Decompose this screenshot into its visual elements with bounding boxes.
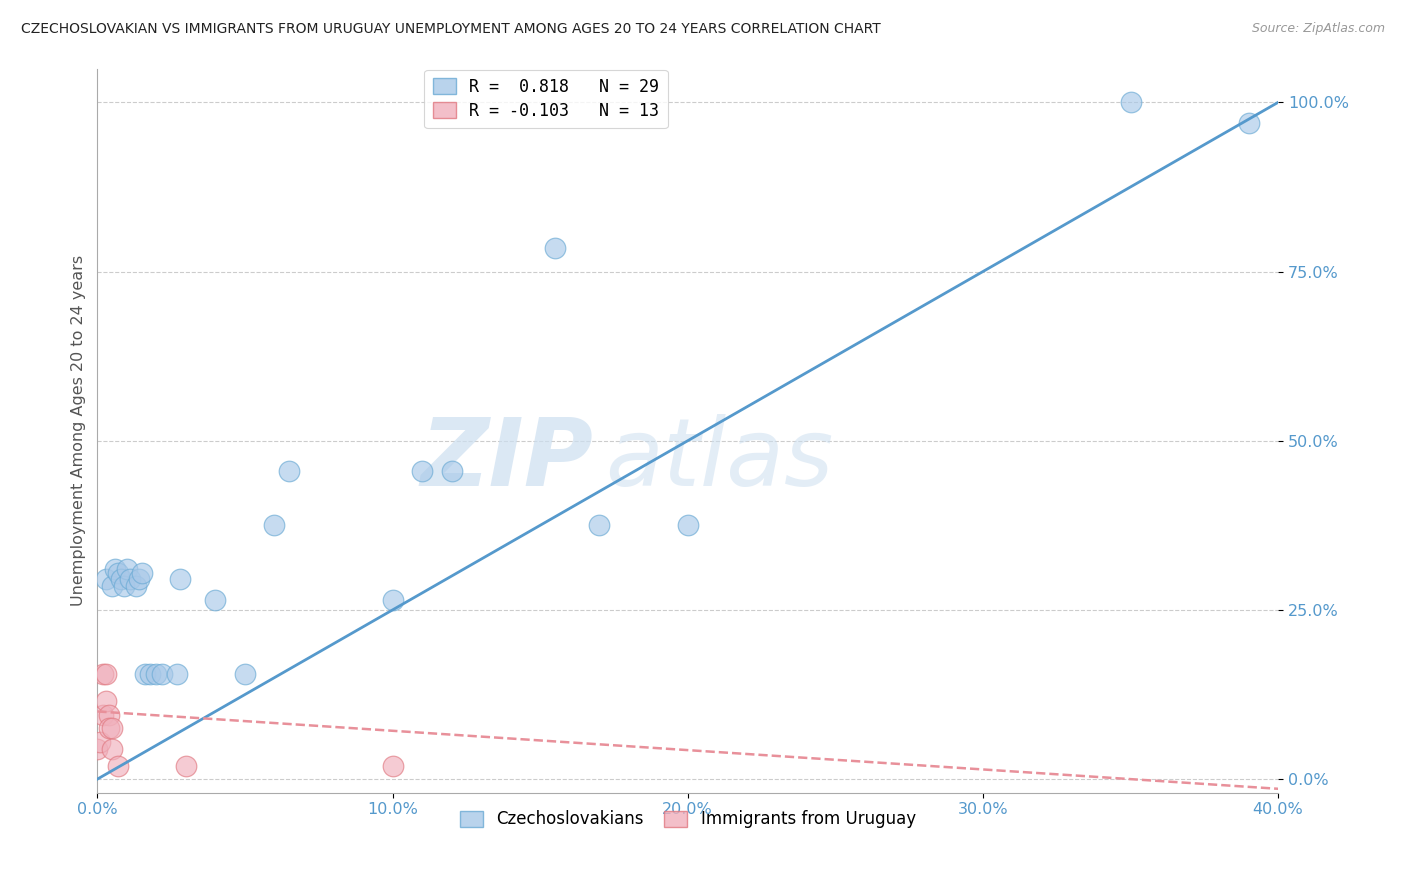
Point [107,566,129,580]
Point [278,464,301,478]
Point [145,667,167,681]
Point [91,667,114,681]
Point [1237,116,1260,130]
Point [134,667,156,681]
Point [107,758,129,772]
Point [96,667,118,681]
Point [118,573,141,587]
Point [544,241,567,255]
Point [86,741,108,756]
Point [588,518,610,533]
Point [150,667,173,681]
Point [263,518,285,533]
Point [676,518,699,533]
Point [204,592,226,607]
Point [98,707,121,722]
Y-axis label: Unemployment Among Ages 20 to 24 years: Unemployment Among Ages 20 to 24 years [72,255,86,607]
Point [233,667,256,681]
Point [411,464,433,478]
Point [101,579,124,593]
Point [1119,95,1142,110]
Point [139,667,162,681]
Legend: Czechoslovakians, Immigrants from Uruguay: Czechoslovakians, Immigrants from Urugua… [453,804,922,835]
Point [96,573,118,587]
Point [131,566,153,580]
Point [110,573,132,587]
Point [112,579,135,593]
Point [89,735,111,749]
Text: Source: ZipAtlas.com: Source: ZipAtlas.com [1251,22,1385,36]
Point [381,758,404,772]
Point [96,694,118,708]
Point [101,722,124,736]
Point [166,667,188,681]
Text: ZIP: ZIP [420,414,593,506]
Point [125,579,148,593]
Point [101,741,124,756]
Point [91,707,114,722]
Text: atlas: atlas [605,414,834,505]
Point [381,592,404,607]
Point [115,562,138,576]
Point [440,464,463,478]
Point [169,573,191,587]
Point [98,722,121,736]
Point [104,562,127,576]
Text: CZECHOSLOVAKIAN VS IMMIGRANTS FROM URUGUAY UNEMPLOYMENT AMONG AGES 20 TO 24 YEAR: CZECHOSLOVAKIAN VS IMMIGRANTS FROM URUGU… [21,22,880,37]
Point [174,758,197,772]
Point [128,573,150,587]
